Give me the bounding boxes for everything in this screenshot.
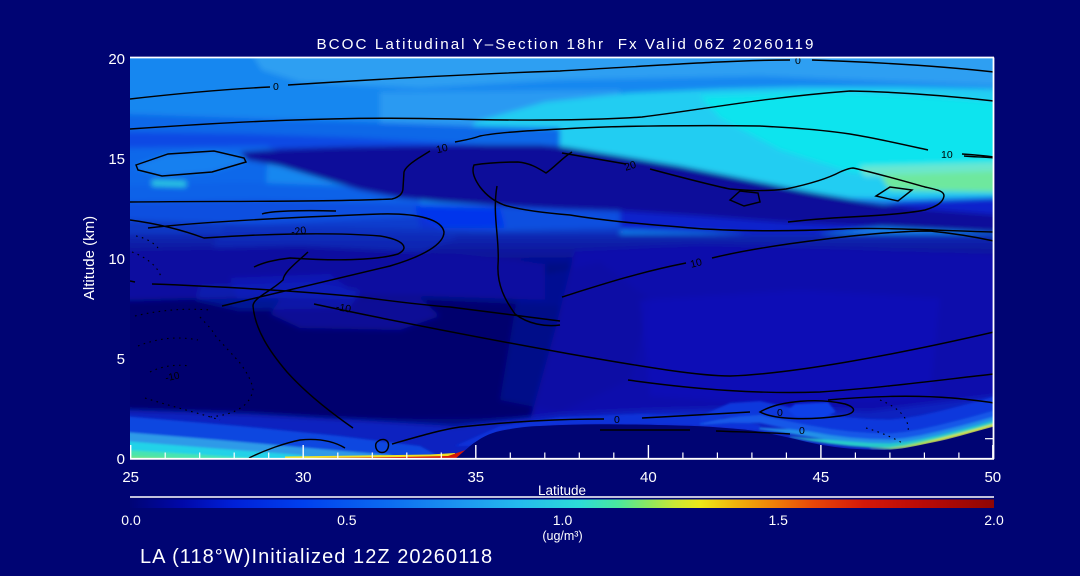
svg-text:0.5: 0.5 (337, 512, 357, 528)
svg-text:25: 25 (122, 469, 139, 486)
svg-text:40: 40 (640, 469, 657, 486)
svg-text:0: 0 (799, 425, 805, 437)
svg-text:20: 20 (623, 159, 638, 174)
svg-text:10: 10 (689, 256, 703, 271)
svg-text:1.0: 1.0 (553, 512, 573, 528)
svg-text:0: 0 (614, 414, 620, 426)
svg-text:10: 10 (435, 142, 449, 157)
svg-text:50: 50 (984, 469, 1001, 486)
svg-text:30: 30 (295, 469, 312, 486)
svg-text:BCOC Latitudinal Y–Section 18h: BCOC Latitudinal Y–Section 18hr Fx Valid… (316, 36, 815, 53)
svg-text:0: 0 (777, 407, 783, 419)
svg-text:Altitude (km): Altitude (km) (81, 216, 98, 300)
svg-text:20: 20 (108, 51, 125, 68)
svg-text:15: 15 (108, 151, 125, 168)
svg-text:0: 0 (795, 55, 801, 67)
svg-text:Latitude: Latitude (538, 483, 586, 498)
svg-text:2.0: 2.0 (984, 512, 1004, 528)
svg-text:5: 5 (117, 351, 125, 368)
svg-text:0: 0 (117, 451, 125, 468)
svg-text:-20: -20 (290, 224, 307, 238)
svg-text:0: 0 (273, 81, 279, 93)
svg-text:-10: -10 (335, 301, 352, 315)
svg-text:1.5: 1.5 (768, 512, 788, 528)
svg-text:10: 10 (941, 149, 953, 161)
svg-text:10: 10 (108, 251, 125, 268)
svg-text:-10: -10 (164, 370, 181, 384)
svg-text:0.0: 0.0 (121, 512, 141, 528)
svg-text:45: 45 (813, 469, 830, 486)
svg-text:(ug/m³): (ug/m³) (542, 529, 582, 543)
svg-text:35: 35 (467, 469, 484, 486)
svg-text:LA (118°W)Initialized 12Z 2026: LA (118°W)Initialized 12Z 20260118 (140, 546, 493, 568)
